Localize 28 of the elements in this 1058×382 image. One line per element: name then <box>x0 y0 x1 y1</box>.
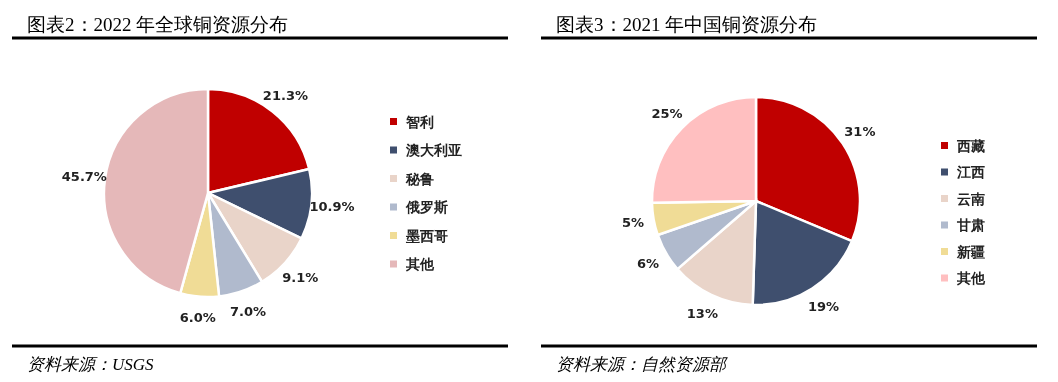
text: 资料来源：USGS <box>27 355 155 374</box>
chart-title: 图表3：2021 年中国铜资源分布 <box>556 14 818 35</box>
legend-label: 智利 <box>405 113 434 130</box>
data-label: 31% <box>844 124 876 140</box>
data-label: 6% <box>636 255 659 271</box>
legend-label: 澳大利亚 <box>405 142 462 159</box>
legend-label: 江西 <box>956 164 985 181</box>
data-label: 10.9% <box>309 199 355 215</box>
data-label: 9.1% <box>282 269 319 285</box>
legend-label: 甘肃 <box>956 217 985 234</box>
data-label: 13% <box>686 306 718 322</box>
legend-label: 新疆 <box>956 243 985 260</box>
legend-label: 西藏 <box>956 137 985 154</box>
data-label: 5% <box>622 215 645 231</box>
data-label: 21.3% <box>262 87 308 103</box>
chart-title: 图表2：2022 年全球铜资源分布 <box>27 14 289 35</box>
data-label: 45.7% <box>61 168 107 184</box>
legend-label: 其他 <box>956 270 986 287</box>
legend-label: 俄罗斯 <box>405 199 448 216</box>
text: 资料来源：自然资源部 <box>556 355 728 374</box>
legend-label: 其他 <box>405 256 435 273</box>
legend-label: 墨西哥 <box>405 227 448 244</box>
data-label: 6.0% <box>179 309 216 325</box>
data-label: 25% <box>651 106 683 122</box>
legend-label: 云南 <box>957 190 985 207</box>
legend-label: 秘鲁 <box>405 170 434 187</box>
data-label: 7.0% <box>230 303 267 319</box>
data-label: 19% <box>807 298 840 314</box>
